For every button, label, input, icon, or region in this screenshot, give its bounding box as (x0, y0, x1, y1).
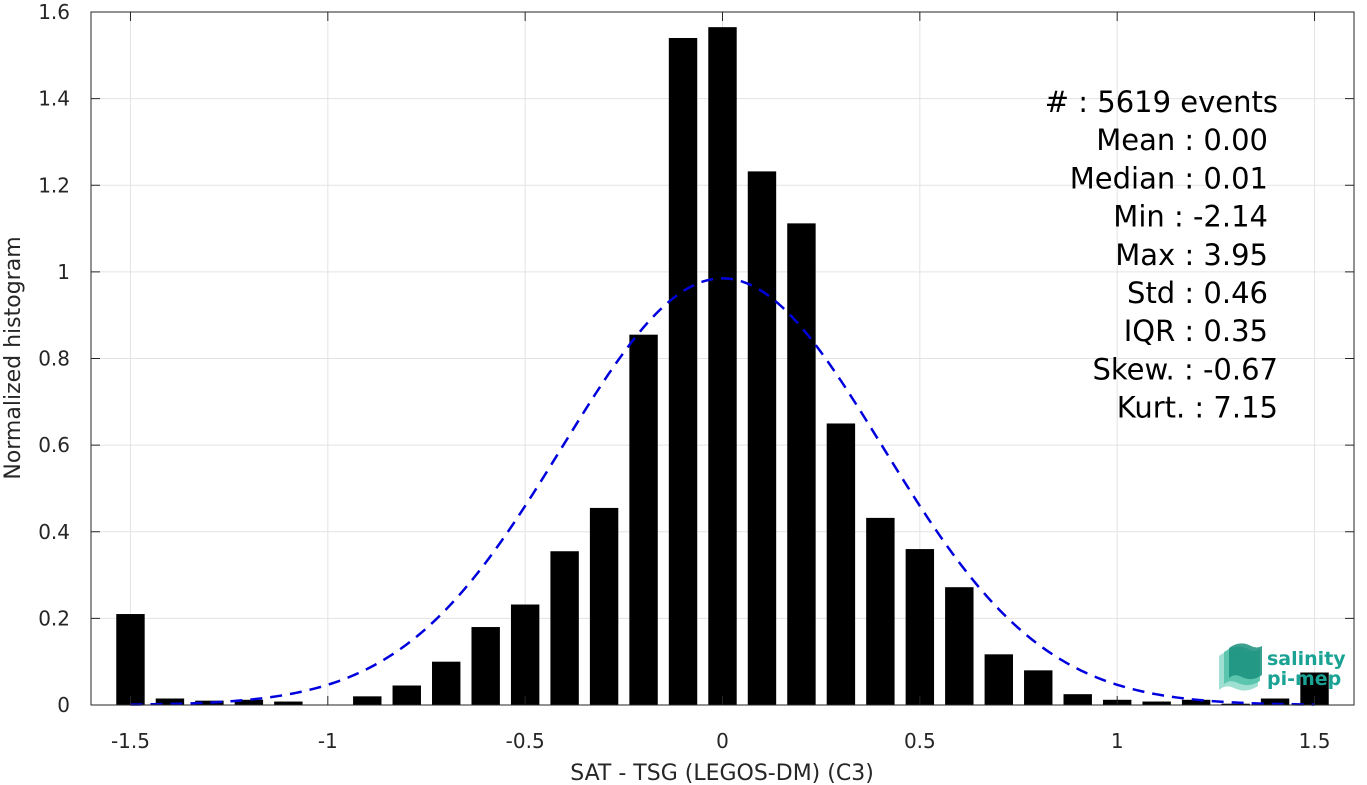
bar-26 (1142, 701, 1171, 705)
stat-line-4: Max : 3.95 (1115, 238, 1268, 272)
bar-18 (826, 423, 856, 705)
bar-16 (747, 171, 777, 705)
bar-24 (1063, 694, 1092, 705)
bar-29 (1260, 698, 1290, 705)
stat-line-2: Median : 0.01 (1070, 161, 1268, 195)
y-tick-label-8: 1.6 (38, 0, 70, 24)
bar-27 (1181, 699, 1211, 705)
stat-line-1: Mean : 0.00 (1096, 123, 1268, 157)
stat-line-7: Skew. : -0.67 (1092, 352, 1278, 386)
bar-7 (392, 685, 421, 705)
bar-4 (274, 701, 303, 705)
x-tick-label-0: -1.5 (111, 729, 150, 753)
x-tick-label-6: 1.5 (1299, 729, 1331, 753)
salinity-pi-mep-logo: salinity pi-mep (1219, 643, 1346, 691)
bar-22 (984, 654, 1013, 705)
bar-9 (471, 627, 500, 705)
stat-line-5: Std : 0.46 (1127, 276, 1268, 310)
bar-28 (1221, 703, 1250, 705)
y-tick-label-5: 1 (57, 260, 70, 284)
bar-10 (510, 604, 540, 705)
stat-line-3: Min : -2.14 (1113, 200, 1268, 234)
bar-0 (116, 614, 145, 705)
x-axis-label: SAT - TSG (LEGOS-DM) (C3) (570, 761, 874, 785)
y-tick-label-6: 1.2 (38, 173, 70, 197)
bar-19 (866, 517, 895, 705)
bar-2 (195, 700, 224, 705)
axis-ticks (91, 11, 1354, 706)
bar-1 (155, 698, 185, 705)
bar-12 (589, 507, 619, 705)
stat-line-8: Kurt. : 7.15 (1117, 391, 1278, 425)
bar-15 (708, 27, 737, 706)
x-tick-label-1: -1 (318, 729, 338, 753)
x-tick-label-3: 0 (716, 729, 729, 753)
bar-13 (629, 334, 658, 705)
y-tick-label-2: 0.4 (38, 520, 70, 544)
y-tick-label-7: 1.4 (38, 87, 70, 111)
y-tick-label-1: 0.2 (38, 606, 70, 630)
bar-11 (550, 551, 579, 705)
bar-14 (668, 37, 698, 706)
y-tick-labels: 0 0.2 0.4 0.6 0.8 1 1.2 1.4 1.6 (38, 0, 70, 717)
bar-8 (432, 661, 461, 705)
logo-line1: salinity (1267, 648, 1346, 670)
x-tick-label-5: 1 (1111, 729, 1124, 753)
y-tick-label-3: 0.6 (38, 433, 70, 457)
stat-line-6: IQR : 0.35 (1124, 314, 1268, 348)
y-tick-label-0: 0 (57, 693, 70, 717)
bar-3 (234, 699, 264, 705)
statistics-box: # : 5619 events Mean : 0.00 Median : 0.01 M… (1045, 85, 1278, 425)
x-tick-labels: -1.5 -1 -0.5 0 0.5 1 1.5 (111, 729, 1330, 753)
gaussian-fit-curve (130, 277, 1315, 706)
x-tick-label-2: -0.5 (506, 729, 545, 753)
x-tick-label-4: 0.5 (904, 729, 936, 753)
logo-waves-icon (1219, 643, 1262, 691)
bar-21 (945, 587, 974, 705)
bar-20 (905, 549, 935, 705)
stat-line-0: # : 5619 events (1045, 85, 1278, 119)
logo-line2: pi-mep (1267, 668, 1341, 690)
y-tick-label-4: 0.8 (38, 347, 70, 371)
y-axis-label: Normalized histogram (1, 236, 26, 479)
bar-23 (1024, 670, 1053, 705)
bars (116, 27, 1329, 706)
bar-17 (787, 223, 816, 706)
bar-6 (353, 696, 382, 705)
